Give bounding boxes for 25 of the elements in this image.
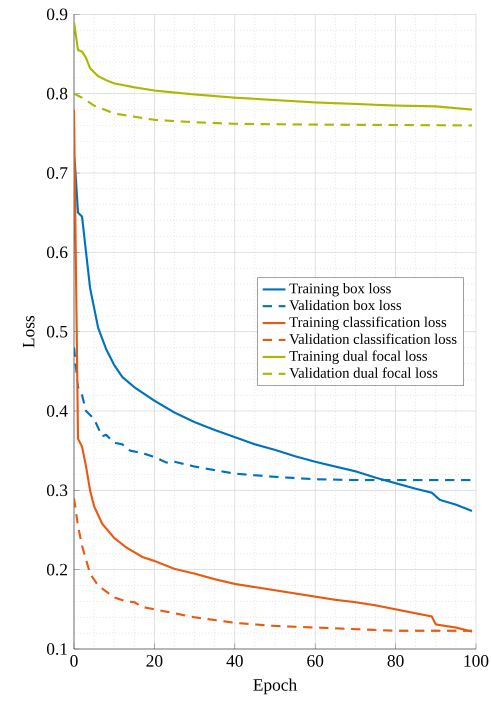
y-tick-label: 0.7 <box>46 167 68 179</box>
x-tick-label: 80 <box>388 655 404 667</box>
legend-label: Validation classification loss <box>289 334 456 344</box>
y-tick-label: 0.4 <box>46 405 68 417</box>
legend-label: Validation box loss <box>289 300 402 310</box>
y-tick-label: 0.2 <box>46 564 68 576</box>
x-tick-label: 100 <box>464 655 488 667</box>
x-tick-label: 60 <box>307 655 324 667</box>
line-series <box>74 21 474 111</box>
legend-label: Validation dual focal loss <box>289 367 438 378</box>
x-tick-label: 0 <box>70 655 78 667</box>
y-tick-label: 0.5 <box>46 326 68 338</box>
legend-label: Training classification loss <box>289 316 446 330</box>
y-tick-label: 0.1 <box>46 643 67 655</box>
y-tick-label: 0.6 <box>46 246 68 258</box>
y-tick-label: 0.8 <box>46 88 68 100</box>
legend-label: Training dual focal loss <box>289 350 428 364</box>
line-series <box>74 92 474 126</box>
y-axis-title: Loss <box>22 316 34 348</box>
x-tick-label: 40 <box>226 655 243 667</box>
y-tick-label: 0.3 <box>46 484 68 496</box>
y-tick-label: 0.9 <box>46 8 68 20</box>
legend-label: Training box loss <box>289 283 391 296</box>
x-axis-title: Epoch <box>253 678 297 694</box>
x-tick-label: 20 <box>146 655 162 667</box>
